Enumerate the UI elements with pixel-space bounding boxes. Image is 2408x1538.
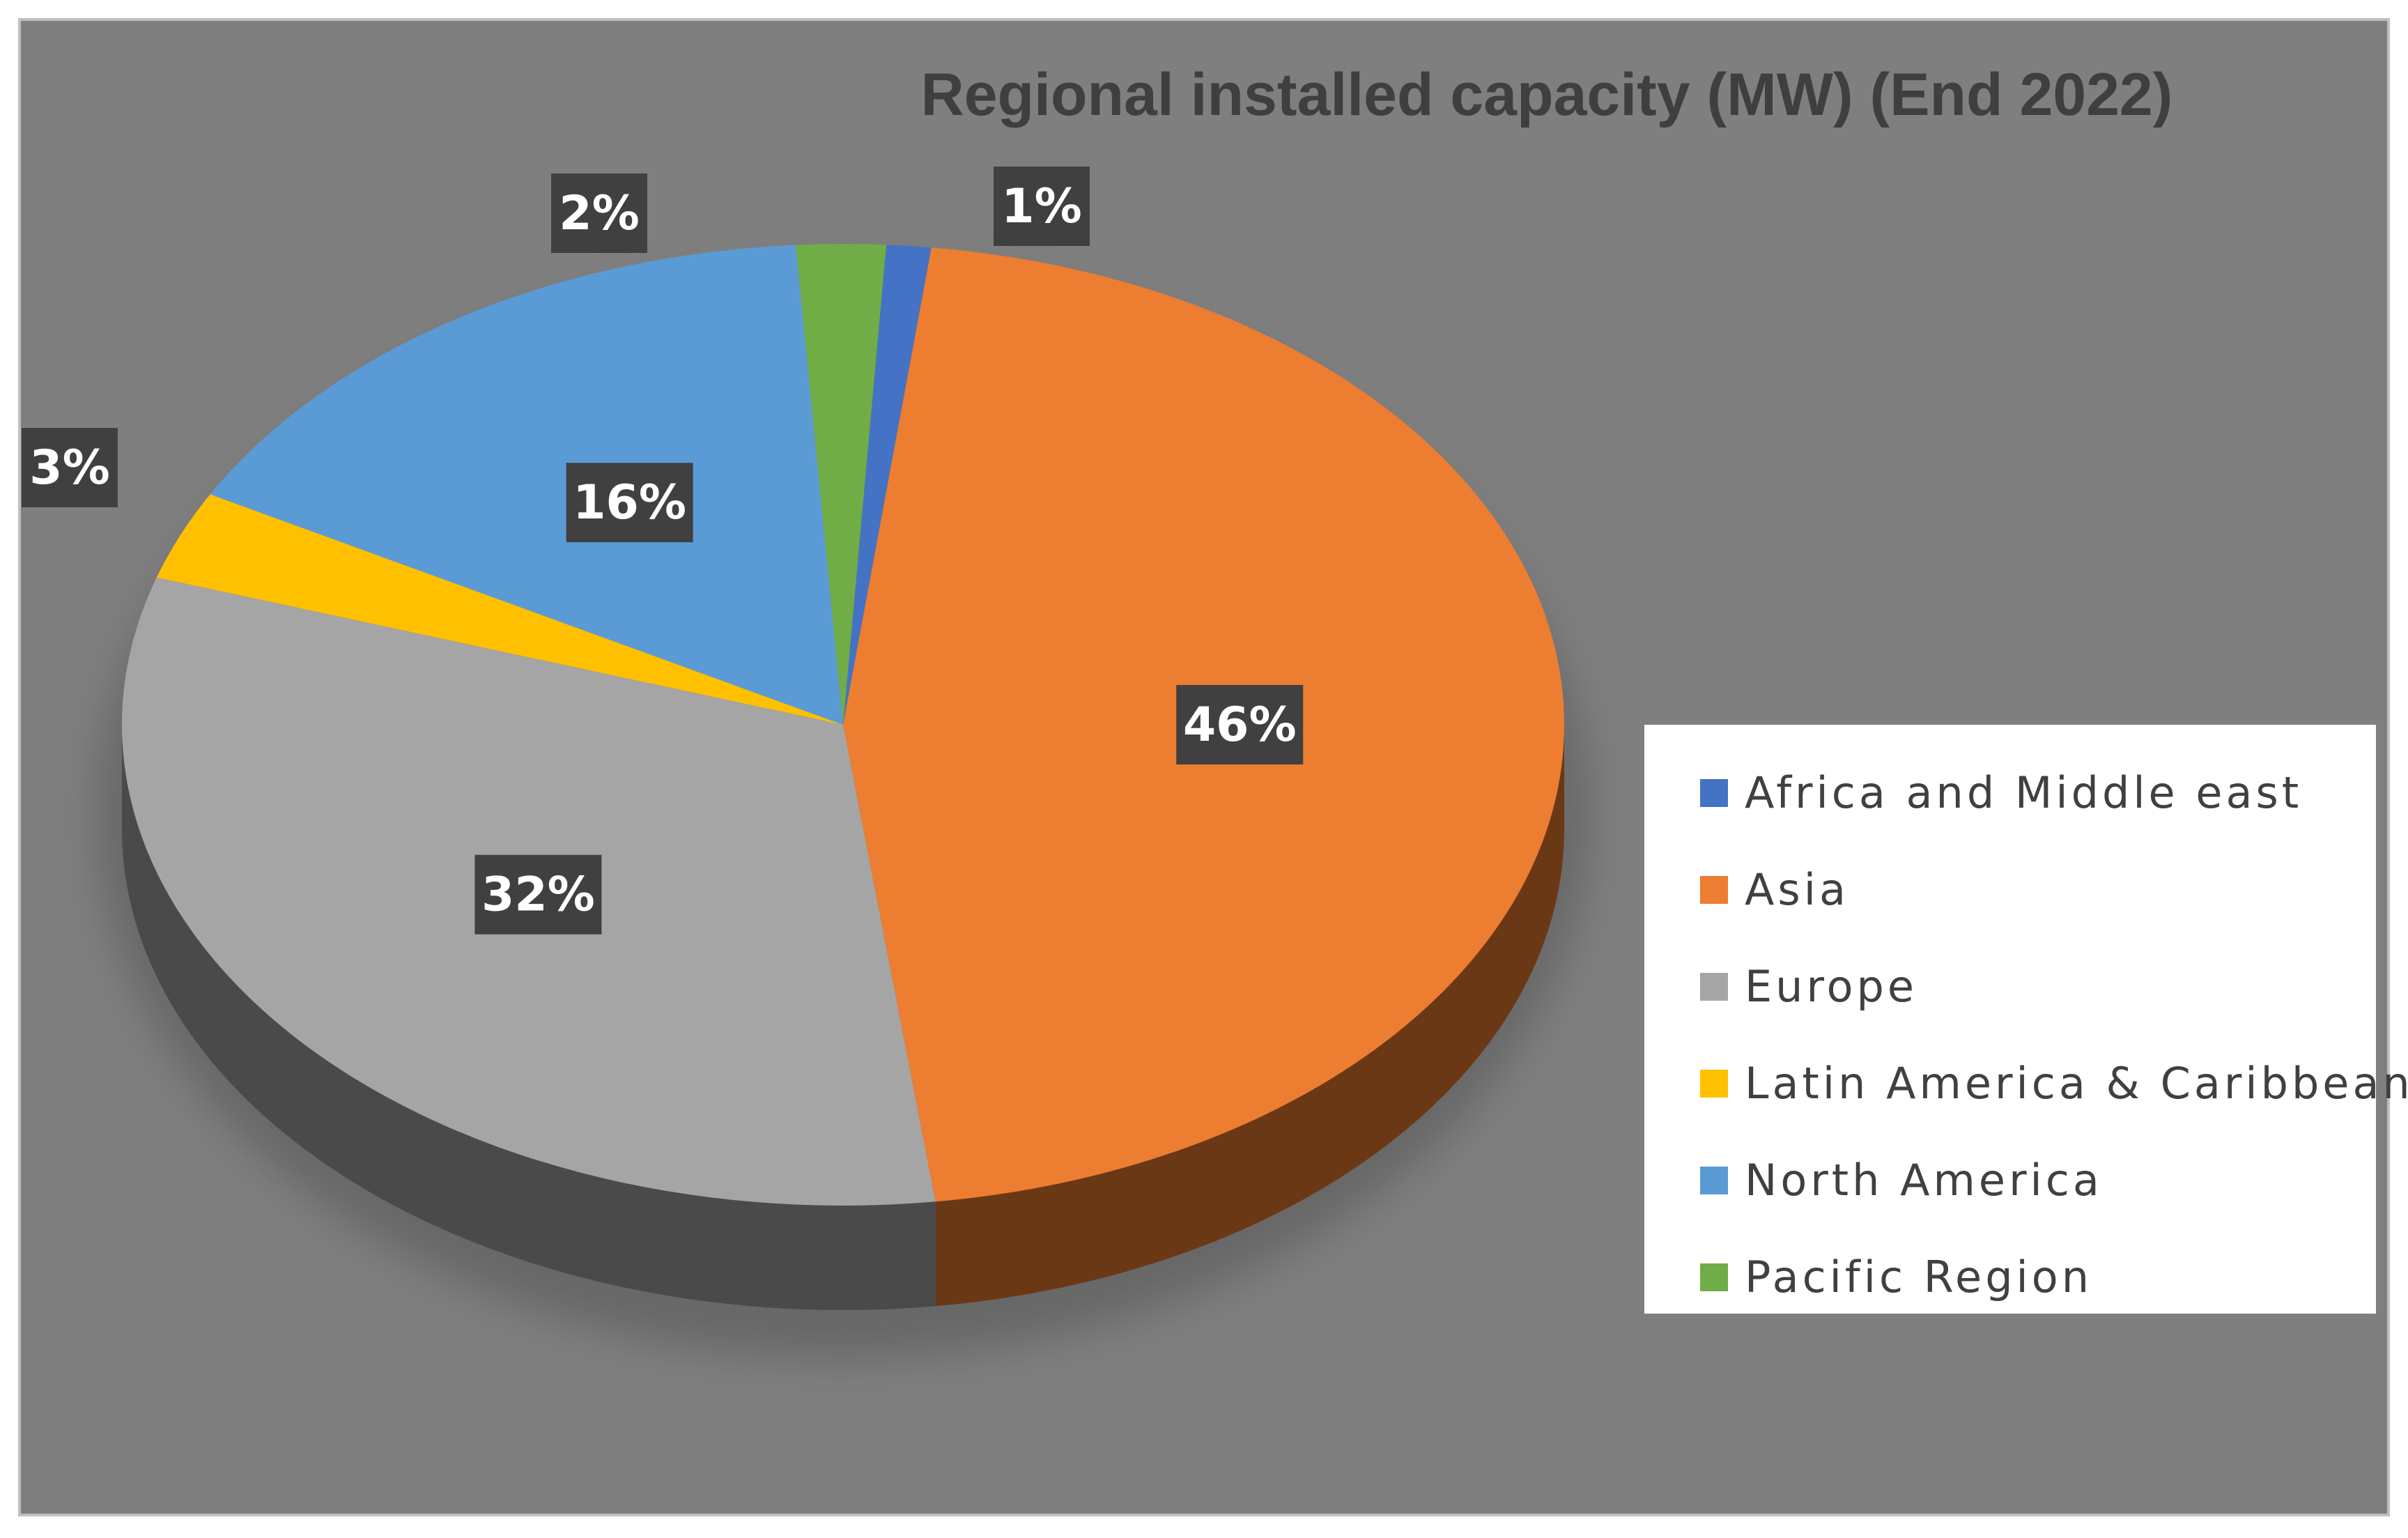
data-label-text: 46% xyxy=(1183,698,1297,753)
data-label-pacific-region: 2% xyxy=(551,174,647,253)
data-label-box xyxy=(551,174,647,253)
data-label-box xyxy=(566,463,693,543)
data-label-africa-and-middle-east: 1% xyxy=(994,167,1090,246)
legend-swatch xyxy=(1700,1263,1728,1291)
pie-slice-latin-america-caribbean xyxy=(156,494,843,725)
pie-side-asia xyxy=(935,725,1564,1307)
pie-side-europe xyxy=(122,725,936,1311)
data-label-box xyxy=(474,854,602,935)
chart-title: Regional installed capacity (MW) (End 20… xyxy=(921,61,2173,128)
data-label-box xyxy=(994,167,1090,246)
legend-label: North America xyxy=(1745,1155,2103,1206)
data-labels: 1% 46% 32% 3% 16% 2% xyxy=(22,167,1304,935)
legend-item-north-america: North America xyxy=(1644,1132,2376,1229)
data-label-text: 32% xyxy=(481,868,595,923)
data-label-north-america: 16% xyxy=(566,463,693,543)
legend-item-europe: Europe xyxy=(1644,938,2376,1035)
data-label-text: 16% xyxy=(573,475,686,530)
pie-slices xyxy=(121,243,1564,1206)
data-label-text: 3% xyxy=(29,440,109,495)
data-label-asia: 46% xyxy=(1176,684,1304,764)
data-label-box xyxy=(22,428,118,507)
pie-slice-africa-and-middle-east xyxy=(843,245,932,725)
pie-sides xyxy=(122,725,1564,1311)
legend-swatch xyxy=(1700,1166,1728,1194)
pie-slice-pacific-region xyxy=(796,243,887,725)
data-label-europe: 32% xyxy=(474,854,602,935)
legend-swatch xyxy=(1700,875,1728,904)
legend-swatch xyxy=(1700,972,1728,1001)
legend-item-latin-america-caribbean: Latin America & Caribbean xyxy=(1644,1035,2408,1132)
data-label-text: 2% xyxy=(559,186,639,241)
legend-item-asia: Asia xyxy=(1644,841,2376,938)
data-label-text: 1% xyxy=(1001,179,1081,234)
legend-label: Latin America & Caribbean xyxy=(1745,1058,2408,1109)
pie-slice-north-america xyxy=(210,245,843,725)
data-label-latin-america-caribbean: 3% xyxy=(22,428,118,507)
legend-label: Africa and Middle east xyxy=(1745,767,2303,818)
legend-item-pacific-region: Pacific Region xyxy=(1644,1229,2376,1325)
legend-swatch xyxy=(1700,778,1728,807)
legend-label: Pacific Region xyxy=(1745,1252,2093,1302)
legend-item-africa-and-middle-east: Africa and Middle east xyxy=(1644,744,2376,841)
legend: Africa and Middle east Asia Europe Latin Am… xyxy=(1644,725,2408,1314)
data-label-box xyxy=(1176,684,1304,764)
legend-label: Asia xyxy=(1745,864,1849,915)
legend-swatch xyxy=(1700,1069,1728,1098)
legend-label: Europe xyxy=(1745,961,1918,1012)
